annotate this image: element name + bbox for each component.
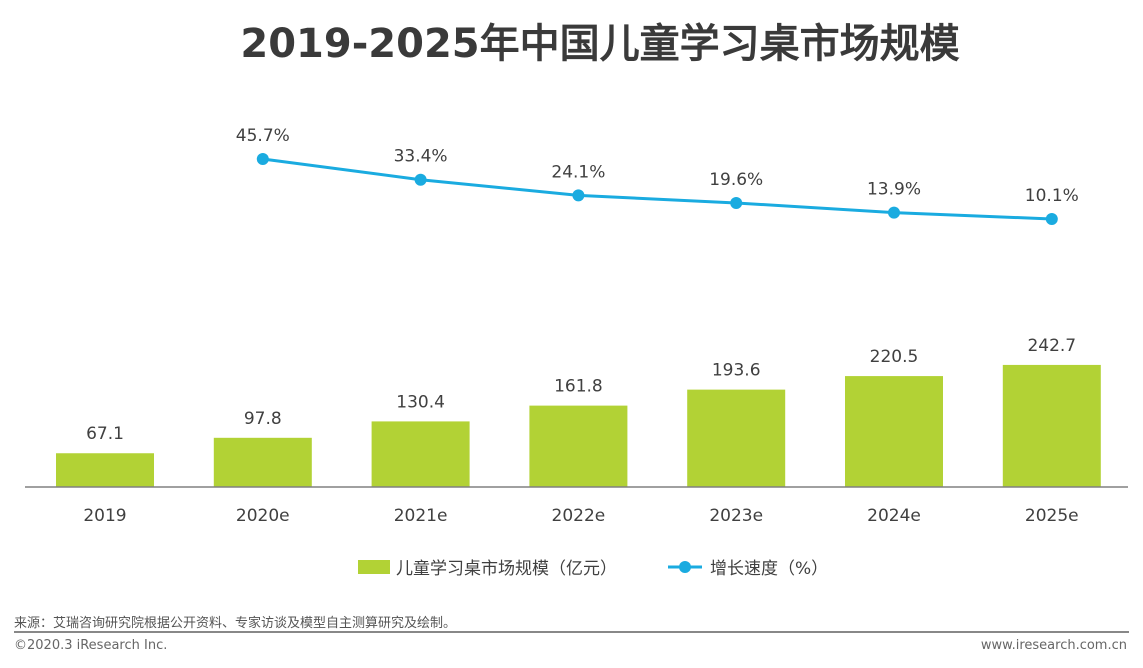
growth-point-2020e (256, 153, 269, 165)
bar-2022e (529, 405, 628, 487)
legend-bar-label: 儿童学习桌市场规模（亿元） (396, 559, 617, 579)
footer-divider (14, 631, 1129, 633)
bar-label-2023e: 193.6 (712, 361, 761, 381)
bar-2025e (1002, 364, 1101, 487)
growth-label-2021e: 33.4% (394, 147, 448, 167)
bar-label-2024e: 220.5 (870, 347, 919, 367)
legend-bar-swatch (358, 560, 390, 574)
bar-label-2019: 67.1 (86, 424, 124, 444)
growth-label-2020e: 45.7% (236, 126, 290, 146)
growth-point-2022e (572, 189, 585, 202)
legend-line-label: 增长速度（%） (710, 559, 828, 579)
growth-label-2024e: 13.9% (867, 180, 921, 200)
x-tick-2025e: 2025e (1025, 506, 1079, 526)
bar-label-2021e: 130.4 (396, 392, 445, 412)
website-link[interactable]: www.iresearch.com.cn (980, 638, 1127, 653)
bar-2021e (371, 421, 470, 487)
legend: 儿童学习桌市场规模（亿元） 增长速度（%） (358, 559, 828, 579)
bar-2023e (687, 389, 786, 487)
growth-label-2025e: 10.1% (1025, 186, 1079, 206)
chart-title: 2019-2025年中国儿童学习桌市场规模 (240, 21, 959, 67)
copyright: ©2020.3 iResearch Inc. (14, 638, 168, 653)
growth-point-2023e (730, 196, 743, 209)
x-tick-2022e: 2022e (552, 506, 606, 526)
growth-line (262, 157, 1052, 221)
growth-point-2021e (414, 173, 427, 186)
growth-point-2024e (888, 206, 900, 219)
growth-label-2023e: 19.6% (709, 170, 763, 190)
bar-label-2025e: 242.7 (1027, 336, 1076, 356)
chart: 2019-2025年中国儿童学习桌市场规模 67.1 97.8 130.4 161.8… (25, 21, 1128, 579)
bar-2019 (56, 453, 154, 487)
source-note: 来源：艾瑞咨询研究院根据公开资料、专家访谈及模型自主测算研究及绘制。 (14, 616, 457, 631)
bar-2024e (845, 376, 943, 487)
x-tick-2023e: 2023e (709, 506, 763, 526)
x-tick-2024e: 2024e (867, 506, 921, 526)
x-tick-2020e: 2020e (236, 506, 290, 526)
legend-line-marker (679, 561, 691, 573)
x-tick-2021e: 2021e (394, 506, 448, 526)
bar-label-2020e: 97.8 (244, 409, 282, 429)
bar-label-2022e: 161.8 (554, 377, 603, 397)
growth-point-2025e (1045, 212, 1058, 225)
growth-label-2022e: 24.1% (551, 162, 605, 182)
bar-2020e (213, 437, 312, 487)
x-tick-2019: 2019 (83, 506, 126, 526)
